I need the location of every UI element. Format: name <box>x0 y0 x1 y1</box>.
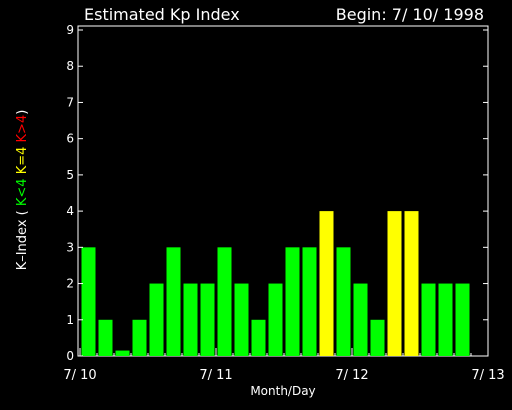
plot-frame <box>77 25 489 357</box>
y-tick-label-4: 4 <box>66 204 74 218</box>
y-tick-label-5: 5 <box>66 168 74 182</box>
y-tick-label-7: 7 <box>66 95 74 109</box>
kp-bar-4 <box>149 283 164 356</box>
kp-bar-13 <box>302 247 317 356</box>
y-tick-label-6: 6 <box>66 132 74 146</box>
kp-bar-9 <box>234 283 249 356</box>
kp-bar-2 <box>115 350 130 356</box>
kp-bar-3 <box>132 319 147 356</box>
y-tick-label-3: 3 <box>66 240 74 254</box>
x-tick-label-0: 7/ 10 <box>63 368 96 383</box>
x-axis: 7/ 10 7/ 11 7/ 12 7/ 13 <box>63 348 505 383</box>
bars-group <box>81 211 470 356</box>
kp-bar-6 <box>183 283 198 356</box>
y-label-part-2: K=4 <box>15 147 30 179</box>
kp-bar-11 <box>268 283 283 356</box>
kp-bar-20 <box>421 283 436 356</box>
x-tick-label-2: 7/ 12 <box>335 368 368 383</box>
begin-date-label: Begin: 7/ 10/ 1998 <box>336 5 484 24</box>
y-tick-label-2: 2 <box>66 277 74 291</box>
kp-bar-15 <box>336 247 351 356</box>
y-tick-label-0: 0 <box>66 349 74 363</box>
kp-bar-1 <box>98 319 113 356</box>
x-tick-label-3: 7/ 13 <box>471 368 504 383</box>
kp-bar-10 <box>251 319 266 356</box>
y-axis: 0 1 2 3 4 5 6 7 8 9 <box>66 23 488 363</box>
chart-title: Estimated Kp Index <box>84 5 240 24</box>
y-label-part-1: K<4 <box>15 178 30 206</box>
y-label-part-0: K–Index ( <box>15 206 30 270</box>
y-label-part-3: K>4 <box>15 115 30 147</box>
y-tick-label-9: 9 <box>66 23 74 37</box>
kp-bar-16 <box>353 283 368 356</box>
x-axis-label: Month/Day <box>250 384 315 398</box>
x-tick-label-1: 7/ 11 <box>199 368 232 383</box>
kp-bar-19 <box>404 211 419 356</box>
kp-bar-7 <box>200 283 215 356</box>
kp-bar-5 <box>166 247 181 356</box>
kp-bar-17 <box>370 319 385 356</box>
y-tick-label-8: 8 <box>66 59 74 73</box>
y-axis-label: K–Index ( K<4 K=4 K>4) <box>15 110 30 271</box>
y-tick-label-1: 1 <box>66 313 74 327</box>
kp-bar-14 <box>319 211 334 356</box>
y-label-part-4: ) <box>15 110 30 115</box>
kp-bar-18 <box>387 211 402 356</box>
kp-bar-0 <box>81 247 96 356</box>
kp-bar-22 <box>455 283 470 356</box>
kp-bar-12 <box>285 247 300 356</box>
kp-bar-21 <box>438 283 453 356</box>
kp-bar-8 <box>217 247 232 356</box>
